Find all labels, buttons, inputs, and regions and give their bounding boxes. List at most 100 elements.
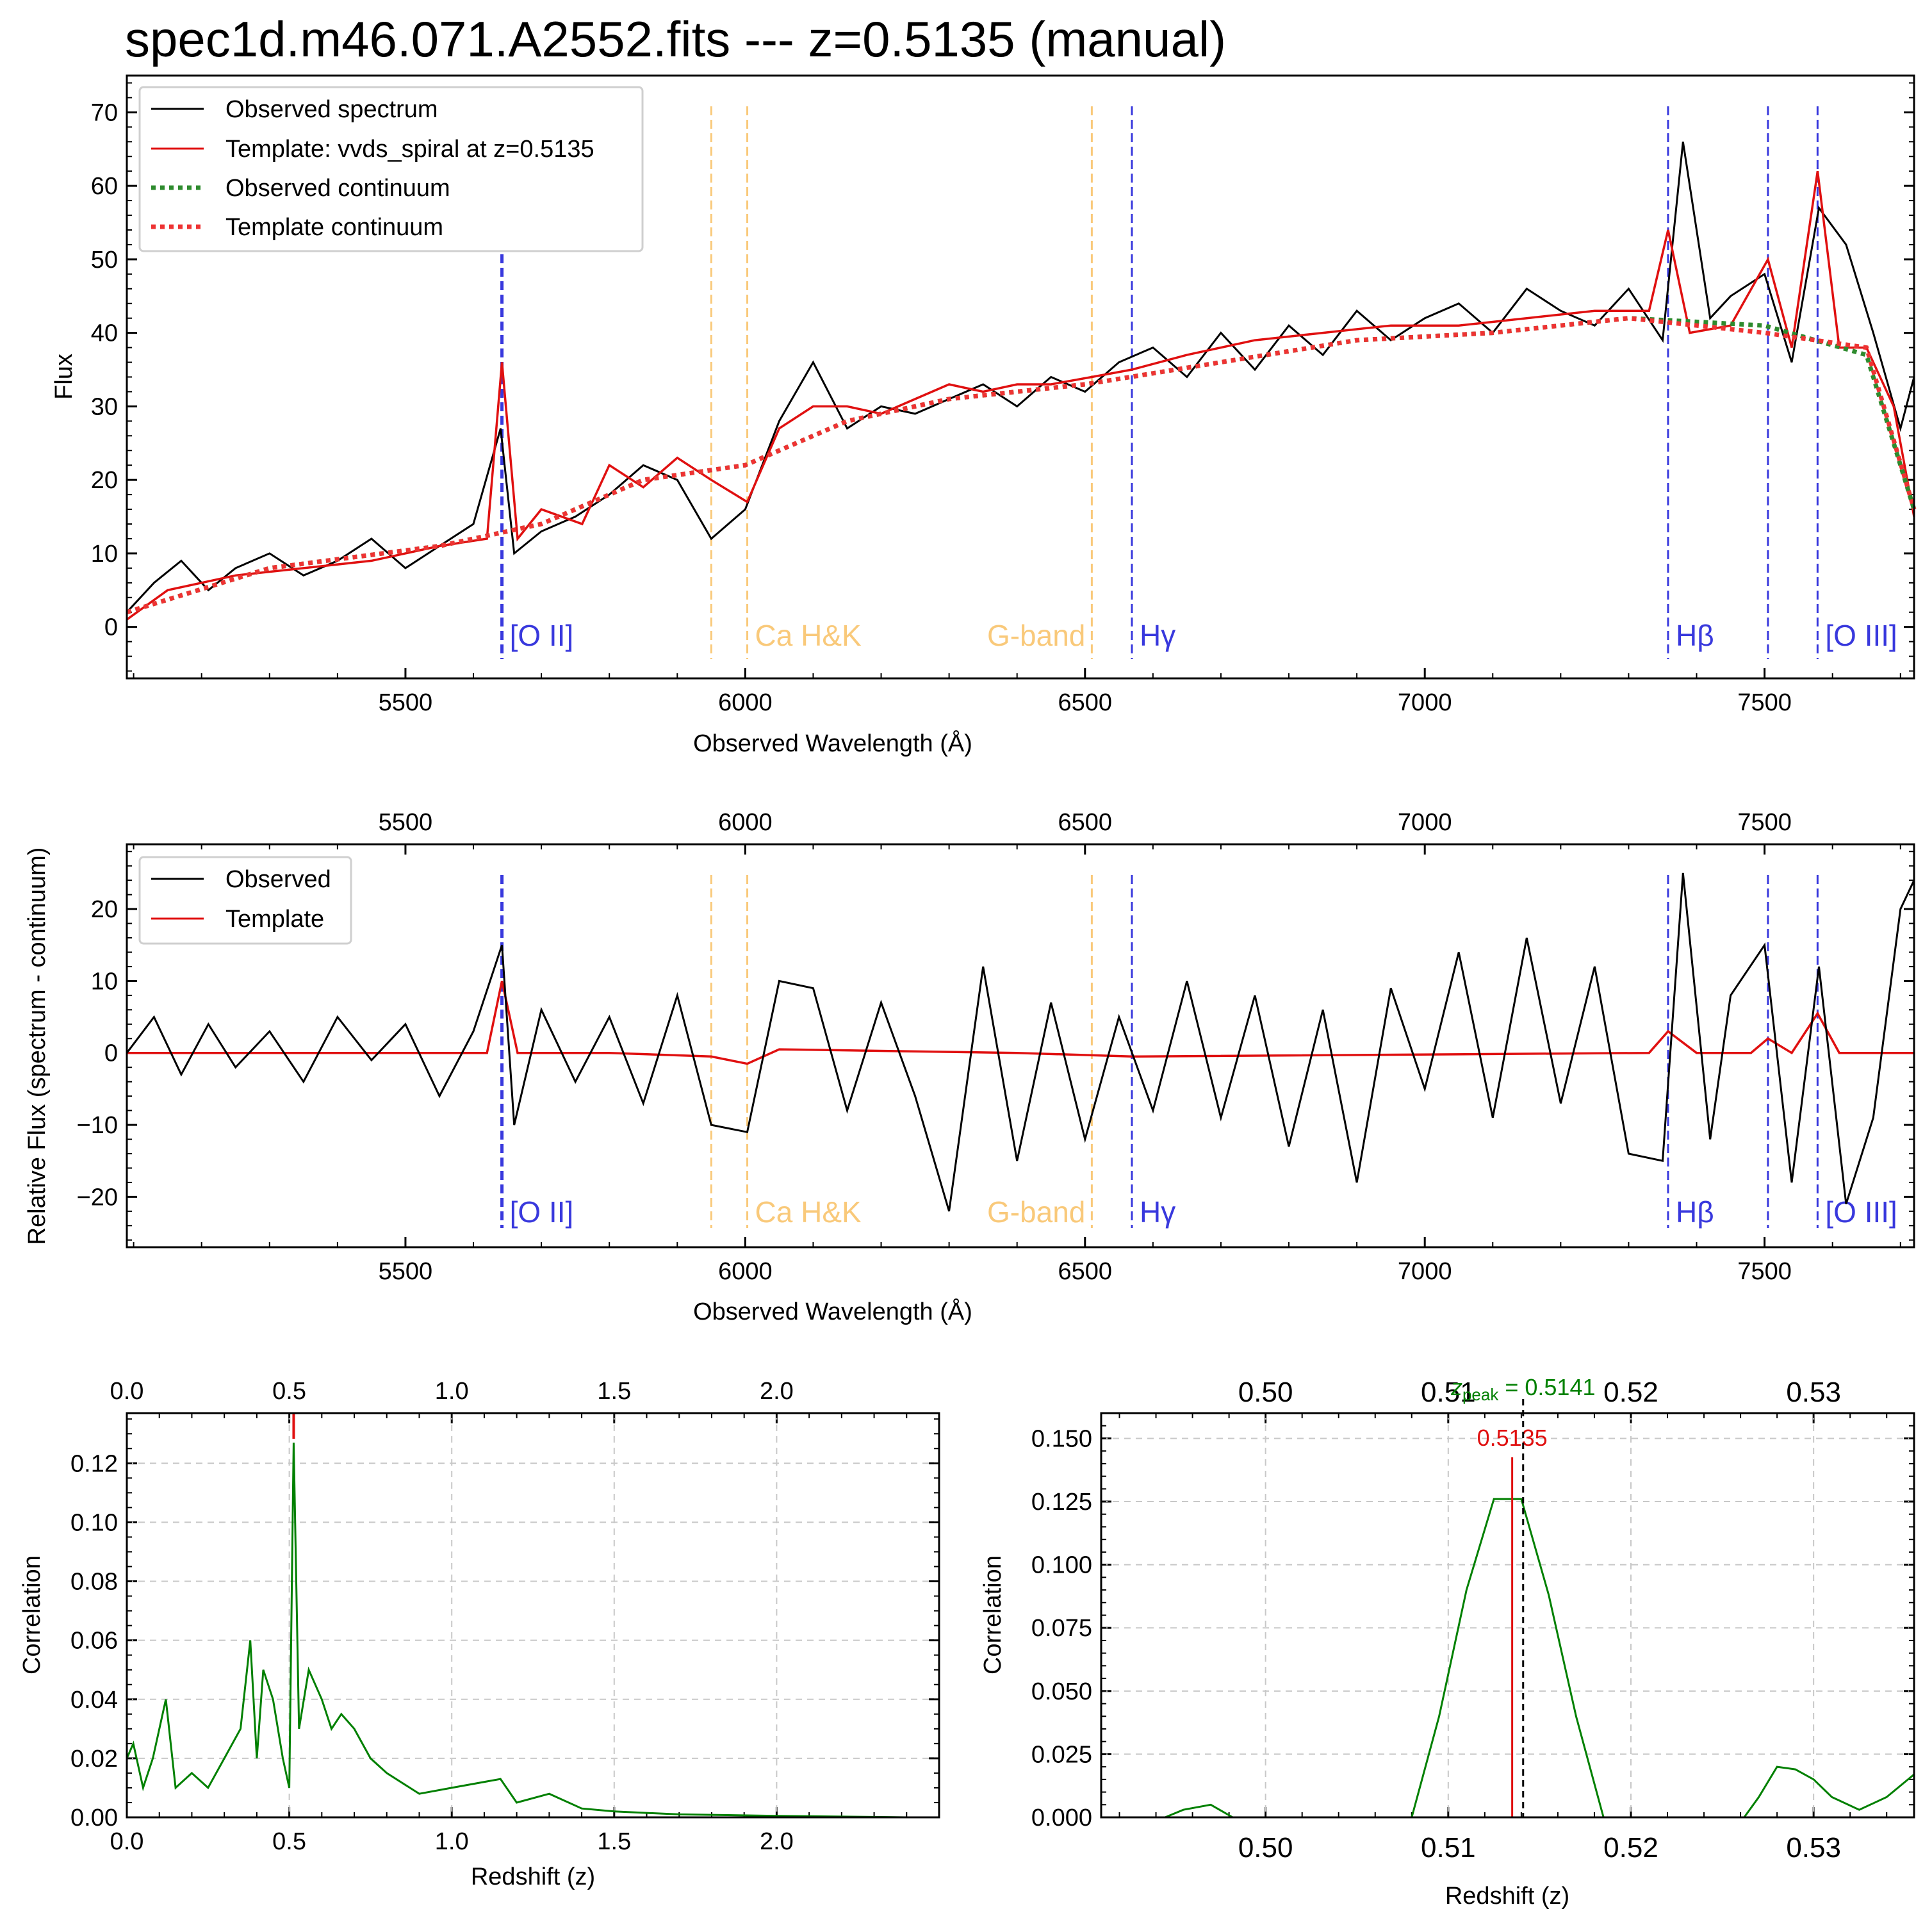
spectral-line-label: [O II] <box>510 619 574 652</box>
y-tick-label: 0.050 <box>1031 1678 1092 1705</box>
spectral-line-label: Ca H&K <box>755 619 862 652</box>
x-tick-label: 0.0 <box>110 1828 144 1855</box>
y-tick-label: 50 <box>91 247 118 274</box>
template-residual-line <box>127 981 1914 1065</box>
y-tick-label: 0.125 <box>1031 1489 1092 1516</box>
observed-residual-line <box>126 872 1915 1212</box>
spectrum-x-label: Observed Wavelength (Å) <box>693 729 972 757</box>
x-tick-label: 1.5 <box>597 1828 631 1855</box>
x-tick-label: 0.51 <box>1421 1832 1476 1863</box>
residual-panel: 5500 5500 6000 6000 6500 6500 7000 7000 7500 7500… <box>24 809 1915 1325</box>
residual-legend: Observed Template <box>138 856 352 945</box>
spectral-line-label: Hγ <box>1140 619 1175 652</box>
spectrum-panel-frame <box>126 74 1915 680</box>
spectral-line-label: Hγ <box>1140 1195 1175 1229</box>
template-line <box>126 170 1915 621</box>
x-top-tick-label: 1.5 <box>597 1378 631 1405</box>
residual-x-label: Observed Wavelength (Å) <box>693 1297 972 1325</box>
spectral-line-label: G-band <box>987 619 1085 652</box>
y-tick-label: 0.150 <box>1031 1425 1092 1452</box>
x-tick-label: 5500 <box>379 689 433 716</box>
x-top-tick-label: 2.0 <box>760 1378 794 1405</box>
y-tick-label: −20 <box>77 1184 118 1211</box>
x-tick-label: 5500 <box>379 1258 433 1285</box>
spectrum-y-label: Flux <box>51 354 78 400</box>
y-tick-label: 0.12 <box>70 1450 118 1477</box>
correlation-zoom-line <box>1165 1498 1915 1819</box>
legend-template: Template: vvds_spiral at z=0.5135 <box>225 136 594 163</box>
correlation-full-panel: 0.0 0.0 0.5 0.5 1.0 1.0 1.5 1.5 2.0 2.0 0.00 0.02 0.… <box>19 1378 940 1890</box>
x-top-tick-label: 0.5 <box>272 1378 306 1405</box>
y-tick-label: 0.100 <box>1031 1552 1092 1579</box>
residual-y-label: Relative Flux (spectrum - continuum) <box>24 847 51 1245</box>
y-tick-label: 0.04 <box>70 1687 118 1714</box>
spectral-line-label: Hβ <box>1676 1195 1714 1229</box>
x-tick-label: 0.52 <box>1603 1832 1658 1863</box>
x-tick-label: 6500 <box>1058 1258 1113 1285</box>
y-tick-label: 60 <box>91 173 118 200</box>
y-tick-label: 0.075 <box>1031 1615 1092 1642</box>
y-tick-label: 0.02 <box>70 1746 118 1772</box>
y-tick-label: 0.000 <box>1031 1805 1092 1831</box>
spectral-line-label: [O II] <box>510 1195 574 1229</box>
figure-title: spec1d.m46.071.A2552.fits --- z=0.5135 (… <box>125 11 1226 67</box>
y-tick-label: 40 <box>91 320 118 347</box>
y-tick-label: 0.08 <box>70 1569 118 1596</box>
observed-spectrum-line <box>126 142 1915 613</box>
spectral-line-label: G-band <box>987 1195 1085 1229</box>
x-top-tick-label: 7000 <box>1398 809 1452 836</box>
x-top-tick-label: 7500 <box>1737 809 1792 836</box>
corr-zoom-x-label: Redshift (z) <box>1445 1883 1569 1910</box>
y-tick-label: 20 <box>91 896 118 923</box>
spectral-line-label: Hβ <box>1676 619 1714 652</box>
y-tick-label: 30 <box>91 393 118 420</box>
x-tick-label: 7500 <box>1737 1258 1792 1285</box>
x-top-tick-label: 0.0 <box>110 1378 144 1405</box>
x-tick-label: 6000 <box>718 1258 773 1285</box>
correlation-full-line <box>126 1443 907 1819</box>
legend-template-continuum: Template continuum <box>225 214 443 241</box>
x-tick-label: 7500 <box>1737 689 1792 716</box>
x-top-tick-label: 6500 <box>1058 809 1113 836</box>
legend-observed: Observed <box>225 866 331 893</box>
y-tick-label: 0.025 <box>1031 1741 1092 1768</box>
y-tick-label: 10 <box>91 541 118 568</box>
y-tick-label: 70 <box>91 99 118 126</box>
y-tick-label: 10 <box>91 968 118 995</box>
legend-observed-continuum: Observed continuum <box>225 175 450 202</box>
x-tick-label: 2.0 <box>760 1828 794 1855</box>
corr-full-y-label: Correlation <box>19 1555 45 1674</box>
x-top-tick-label: 0.50 <box>1238 1377 1293 1408</box>
spectral-line-label: [O III] <box>1825 619 1897 652</box>
x-top-tick-label: 0.51 <box>1421 1377 1476 1408</box>
y-tick-label: −10 <box>77 1112 118 1139</box>
y-tick-label: 0.10 <box>70 1509 118 1536</box>
x-tick-label: 0.53 <box>1786 1832 1841 1863</box>
spectral-line-label: Ca H&K <box>755 1195 862 1229</box>
x-top-tick-label: 0.53 <box>1786 1377 1841 1408</box>
template-continuum-line <box>126 316 1917 615</box>
residual-panel-frame <box>126 843 1915 1248</box>
x-tick-label: 7000 <box>1398 1258 1452 1285</box>
spectrum-legend: Observed spectrum Template: vvds_spiral … <box>138 86 644 252</box>
x-tick-label: 7000 <box>1398 689 1452 716</box>
x-top-tick-label: 1.0 <box>435 1378 469 1405</box>
legend-observed-spectrum: Observed spectrum <box>225 96 438 123</box>
legend-template: Template <box>225 906 324 933</box>
x-tick-label: 6000 <box>718 689 773 716</box>
x-top-tick-label: 0.52 <box>1603 1377 1658 1408</box>
redshift-marker-label: 0.5135 <box>1477 1425 1548 1451</box>
correlation-full-frame <box>126 1412 940 1819</box>
corr-full-x-label: Redshift (z) <box>471 1863 595 1890</box>
correlation-zoom-panel: 0.50 0.50 0.51 0.51 0.52 0.52 0.53 0.53 0.000 0.0… <box>979 1374 1915 1910</box>
spectrum-panel: 5500 6000 6500 7000 7500 0 10 20 30 40 50 60 70 [O II… <box>51 74 1917 757</box>
y-tick-label: 0.06 <box>70 1628 118 1655</box>
x-tick-label: 0.5 <box>272 1828 306 1855</box>
x-tick-label: 6500 <box>1058 689 1113 716</box>
y-tick-label: 0 <box>104 614 118 641</box>
y-tick-label: 0 <box>104 1040 118 1067</box>
correlation-zoom-frame <box>1100 1412 1915 1819</box>
x-top-tick-label: 6000 <box>718 809 773 836</box>
observed-continuum-line <box>126 316 1917 615</box>
